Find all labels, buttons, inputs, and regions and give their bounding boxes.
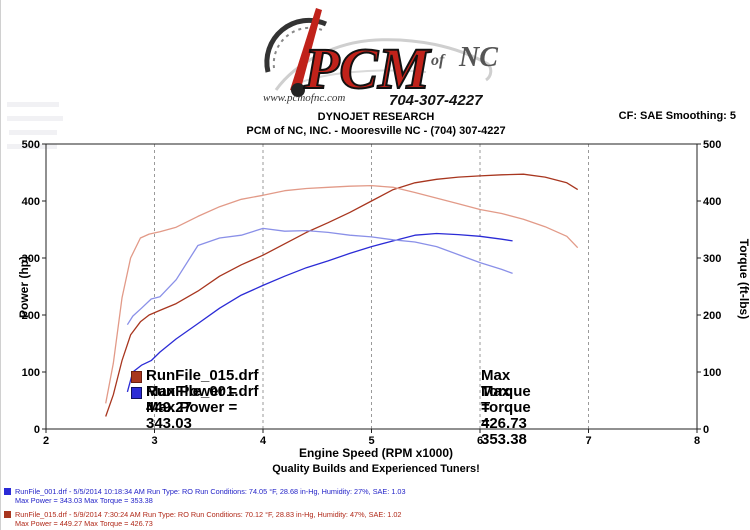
- y-tick-label-left: 300: [22, 253, 40, 265]
- tagline: Quality Builds and Experienced Tuners!: [272, 463, 480, 475]
- y-axis-label-power: Power (hp): [17, 256, 31, 318]
- logo-main-text: PCM: [303, 36, 432, 101]
- y-tick-label-left: 400: [22, 196, 40, 208]
- footer-run-001-line2: Max Power = 343.03 Max Torque = 353.38: [15, 496, 153, 505]
- x-axis-label: Engine Speed (RPM x1000): [298, 446, 454, 460]
- report-title: DYNOJET RESEARCH: [317, 111, 435, 123]
- legend-swatch-blue: [131, 387, 142, 399]
- x-tick-label: 7: [585, 435, 591, 447]
- y-tick-label-left: 500: [22, 139, 40, 151]
- x-tick-label: 3: [151, 435, 157, 447]
- footer-run-015-line2: Max Power = 449.27 Max Torque = 426.73: [15, 519, 153, 528]
- y-tick-label-right: 200: [703, 310, 721, 322]
- legend-torque-text: Max Torque = 353.38: [481, 383, 531, 448]
- y-tick-label-right: 0: [703, 424, 709, 436]
- logo-phone: 704-307-4227: [389, 92, 483, 109]
- logo-url: www.pcmofnc.com: [263, 92, 346, 104]
- footer-swatch-blue: [4, 488, 11, 495]
- x-tick-label: 2: [43, 435, 49, 447]
- run-details-footer: RunFile_001.drf - 5/5/2014 10:18:34 AM R…: [1, 485, 750, 530]
- faded-watermark: [7, 102, 63, 149]
- y-tick-label-left: 100: [22, 367, 40, 379]
- pcm-logo: PCM: [264, 8, 493, 102]
- footer-swatch-red: [4, 511, 11, 518]
- y-tick-label-left: 200: [22, 310, 40, 322]
- y-tick-label-right: 400: [703, 196, 721, 208]
- runfile-001-drf-torque-line: [126, 227, 513, 326]
- y-tick-label-right: 100: [703, 367, 721, 379]
- y-tick-label-left: 0: [34, 424, 40, 436]
- footer-run-015-line1: RunFile_015.drf - 5/9/2014 7:30:24 AM Ru…: [15, 510, 402, 519]
- y-tick-label-right: 500: [703, 139, 721, 151]
- legend-swatch-red: [131, 371, 142, 383]
- chart-lines: [105, 173, 579, 417]
- runfile-015-drf-power-line: [105, 173, 579, 417]
- logo-of-text: of: [431, 52, 445, 69]
- legend-power-text: RunFile_001.drf Max Power = 343.03: [146, 383, 259, 432]
- runfile-001-drf-power-line: [126, 232, 513, 393]
- shop-line: PCM of NC, INC. - Mooresville NC - (704)…: [246, 125, 506, 137]
- y-axis-label-torque: Torque (ft-lbs): [737, 238, 750, 320]
- legend-torque-text: Max Torque = 426.73: [481, 367, 531, 432]
- logo-nc-text: NC: [459, 42, 498, 73]
- legend-power-text: RunFile_015.drf Max Power = 449.27: [146, 367, 259, 416]
- x-tick-label: 8: [694, 435, 700, 447]
- x-tick-label: 5: [368, 435, 374, 447]
- correction-factor: CF: SAE Smoothing: 5: [618, 110, 736, 122]
- x-tick-label: 6: [477, 435, 483, 447]
- x-tick-label: 4: [260, 435, 267, 447]
- runfile-015-drf-torque-line: [105, 184, 579, 404]
- y-tick-label-right: 300: [703, 253, 721, 265]
- footer-run-001-line1: RunFile_001.drf - 5/5/2014 10:18:34 AM R…: [15, 487, 406, 496]
